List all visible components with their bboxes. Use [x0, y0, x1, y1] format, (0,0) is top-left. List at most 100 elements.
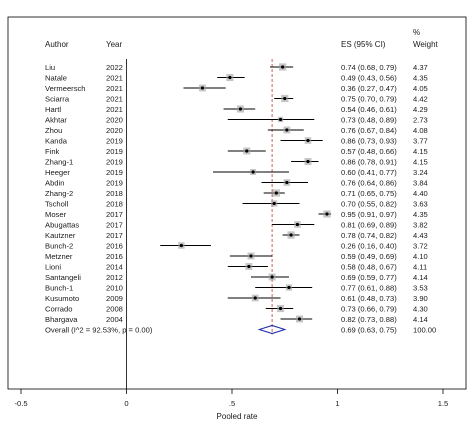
study-author: Zhou [45, 126, 62, 135]
study-es-ci: 0.36 (0.27, 0.47) [341, 84, 397, 93]
study-weight: 4.15 [413, 147, 428, 156]
study-point-estimate [306, 138, 310, 143]
study-weight: 3.53 [413, 284, 428, 293]
study-weight: 3.90 [413, 294, 428, 303]
study-author: Bhargava [45, 315, 78, 324]
study-point-estimate [297, 317, 302, 321]
study-es-ci: 0.95 (0.91, 0.97) [341, 210, 397, 219]
study-weight: 4.14 [413, 273, 428, 282]
study-weight: 4.15 [413, 158, 428, 167]
study-author: Akhtar [45, 116, 67, 125]
study-author: Metzner [45, 252, 73, 261]
study-author: Zhang-2 [45, 189, 73, 198]
study-year: 2012 [106, 273, 123, 282]
study-weight: 4.30 [413, 305, 428, 314]
study-es-ci: 0.59 (0.49, 0.69) [341, 252, 397, 261]
study-author: Kusumoto [45, 294, 79, 303]
study-year: 2022 [106, 63, 123, 72]
study-year: 2021 [106, 95, 123, 104]
study-weight: 4.08 [413, 126, 428, 135]
study-point-estimate [278, 117, 283, 122]
study-author: Zhang-1 [45, 158, 73, 167]
study-author: Lioni [45, 263, 61, 272]
header-year: Year [106, 40, 123, 49]
study-year: 2017 [106, 221, 123, 230]
study-weight: 4.42 [413, 95, 428, 104]
study-es-ci: 0.49 (0.43, 0.56) [341, 74, 397, 83]
study-point-estimate [270, 275, 274, 279]
study-year: 2019 [106, 147, 123, 156]
study-point-estimate [283, 96, 287, 101]
study-weight: 2.73 [413, 116, 428, 125]
study-author: Sciarra [45, 95, 70, 104]
header-author: Author [45, 40, 69, 49]
study-author: Natale [45, 74, 67, 83]
study-point-estimate [253, 296, 257, 300]
study-es-ci: 0.57 (0.48, 0.66) [341, 147, 397, 156]
study-year: 2020 [106, 126, 123, 135]
study-year: 2016 [106, 252, 123, 261]
study-es-ci: 0.82 (0.73, 0.88) [341, 315, 397, 324]
study-weight: 4.14 [413, 315, 428, 324]
study-es-ci: 0.86 (0.73, 0.93) [341, 137, 397, 146]
x-tick-label: -0.5 [14, 399, 27, 408]
study-weight: 3.72 [413, 242, 428, 251]
study-es-ci: 0.58 (0.48, 0.67) [341, 263, 397, 272]
study-es-ci: 0.70 (0.55, 0.82) [341, 200, 397, 209]
study-year: 2008 [106, 305, 123, 314]
study-point-estimate [306, 159, 310, 164]
study-year: 2021 [106, 84, 123, 93]
study-year: 2004 [106, 315, 123, 324]
study-point-estimate [274, 191, 278, 195]
plot-frame [7, 16, 467, 390]
study-year: 2021 [106, 74, 123, 83]
study-es-ci: 0.54 (0.46, 0.61) [341, 105, 397, 114]
study-author: Moser [45, 210, 67, 219]
header-weight-percent: % [413, 28, 421, 37]
study-year: 2017 [106, 231, 123, 240]
study-point-estimate [247, 264, 251, 269]
study-year: 2010 [106, 284, 123, 293]
study-es-ci: 0.73 (0.48, 0.89) [341, 116, 397, 125]
study-author: Bunch-1 [45, 284, 73, 293]
study-point-estimate [179, 243, 183, 248]
study-year: 2009 [106, 294, 123, 303]
study-author: Liu [45, 63, 55, 72]
overall-weight: 100.00 [413, 326, 436, 335]
x-tick-label: 1 [335, 399, 339, 408]
study-point-estimate [228, 75, 232, 80]
study-weight: 4.35 [413, 210, 428, 219]
overall-es-ci: 0.69 (0.63, 0.75) [341, 326, 397, 335]
study-author: Santangeli [45, 273, 81, 282]
study-es-ci: 0.61 (0.48, 0.73) [341, 294, 397, 303]
study-point-estimate [295, 222, 300, 227]
study-author: Vermeersch [45, 84, 86, 93]
study-es-ci: 0.75 (0.70, 0.79) [341, 95, 397, 104]
study-author: Corrado [45, 305, 72, 314]
study-point-estimate [278, 306, 283, 311]
study-es-ci: 0.26 (0.16, 0.40) [341, 242, 397, 251]
study-es-ci: 0.74 (0.68, 0.79) [341, 63, 397, 72]
study-es-ci: 0.76 (0.67, 0.84) [341, 126, 397, 135]
study-point-estimate [285, 128, 289, 132]
study-point-estimate [200, 86, 205, 90]
study-year: 2019 [106, 179, 123, 188]
study-es-ci: 0.81 (0.69, 0.89) [341, 221, 397, 230]
study-weight: 4.37 [413, 63, 428, 72]
x-tick-label: 1.5 [438, 399, 449, 408]
study-weight: 4.05 [413, 84, 428, 93]
x-axis-label: Pooled rate [217, 412, 258, 421]
study-es-ci: 0.78 (0.74, 0.82) [341, 231, 397, 240]
header-weight: Weight [413, 40, 438, 49]
study-author: Abdin [45, 179, 64, 188]
overall-label: Overall (I^2 = 92.53%, p = 0.00) [45, 326, 153, 335]
study-es-ci: 0.77 (0.61, 0.88) [341, 284, 397, 293]
x-tick-label: 0 [124, 399, 128, 408]
study-year: 2020 [106, 116, 123, 125]
study-year: 2016 [106, 242, 123, 251]
study-es-ci: 0.69 (0.59, 0.77) [341, 273, 397, 282]
overall-diamond [257, 324, 287, 335]
study-author: Abugattas [45, 221, 79, 230]
study-point-estimate [289, 233, 293, 237]
